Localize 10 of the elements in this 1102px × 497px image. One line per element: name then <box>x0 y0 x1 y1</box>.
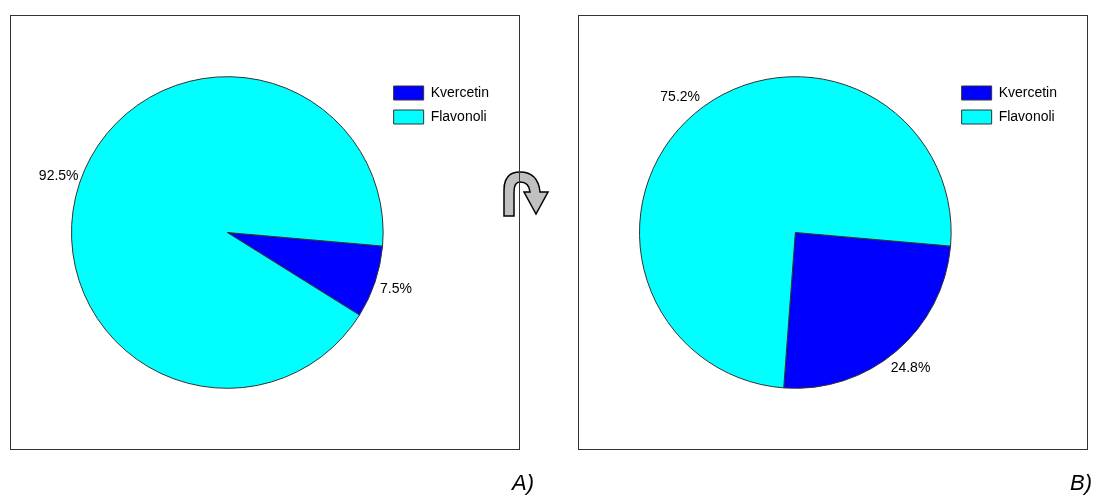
data-label: 92.5% <box>38 166 79 183</box>
legend-label: Kvercetin <box>430 83 489 100</box>
legend-label: Flavonoli <box>998 107 1055 124</box>
legend-label: Flavonoli <box>430 107 487 124</box>
data-label: 7.5% <box>379 279 412 296</box>
data-label: 75.2% <box>660 87 701 104</box>
legend-label: Kvercetin <box>998 83 1057 100</box>
data-label: 24.8% <box>890 358 931 375</box>
text: B) <box>1070 470 1092 496</box>
text: A) <box>512 470 534 496</box>
